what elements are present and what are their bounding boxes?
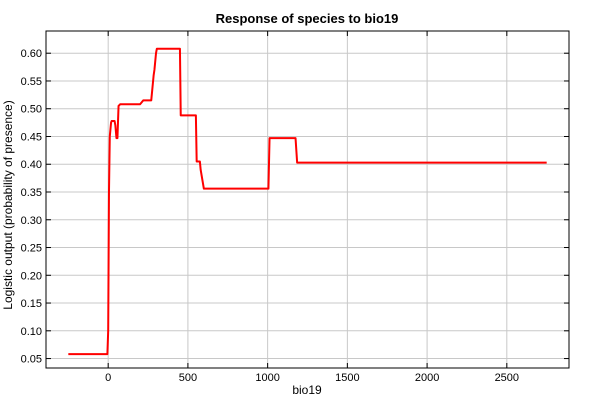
y-tick-label: 0.10 <box>21 326 42 338</box>
x-tick-label: 2500 <box>495 372 519 384</box>
x-tick-label: 1000 <box>255 372 279 384</box>
chart-title: Response of species to bio19 <box>216 11 399 26</box>
y-tick-label: 0.55 <box>21 76 42 88</box>
y-tick-label: 0.35 <box>21 187 42 199</box>
y-tick-label: 0.50 <box>21 104 42 116</box>
y-axis-label: Logistic output (probability of presence… <box>1 100 15 309</box>
series-line-0 <box>68 47 547 356</box>
y-tick-label: 0.45 <box>21 131 42 143</box>
y-tick-label: 0.15 <box>21 298 42 310</box>
y-tick-label: 0.05 <box>21 354 42 366</box>
x-tick-label: 2000 <box>415 372 439 384</box>
x-tick-label: 1500 <box>335 372 359 384</box>
grid <box>46 31 569 368</box>
x-axis-label: bio19 <box>292 383 322 397</box>
axis-ticks: 0 500 1000 1500 2000 2500 0.05 0.10 0.15 0.20 0.25… <box>21 31 569 384</box>
plot-frame <box>45 30 570 369</box>
y-tick-label: 0.60 <box>21 48 42 60</box>
y-tick-label: 0.30 <box>21 215 42 227</box>
x-tick-label: 500 <box>179 372 197 384</box>
y-tick-label: 0.25 <box>21 243 42 255</box>
series-layer <box>68 47 547 356</box>
x-tick-label: 0 <box>105 372 111 384</box>
y-tick-label: 0.40 <box>21 159 42 171</box>
y-tick-label: 0.20 <box>21 270 42 282</box>
